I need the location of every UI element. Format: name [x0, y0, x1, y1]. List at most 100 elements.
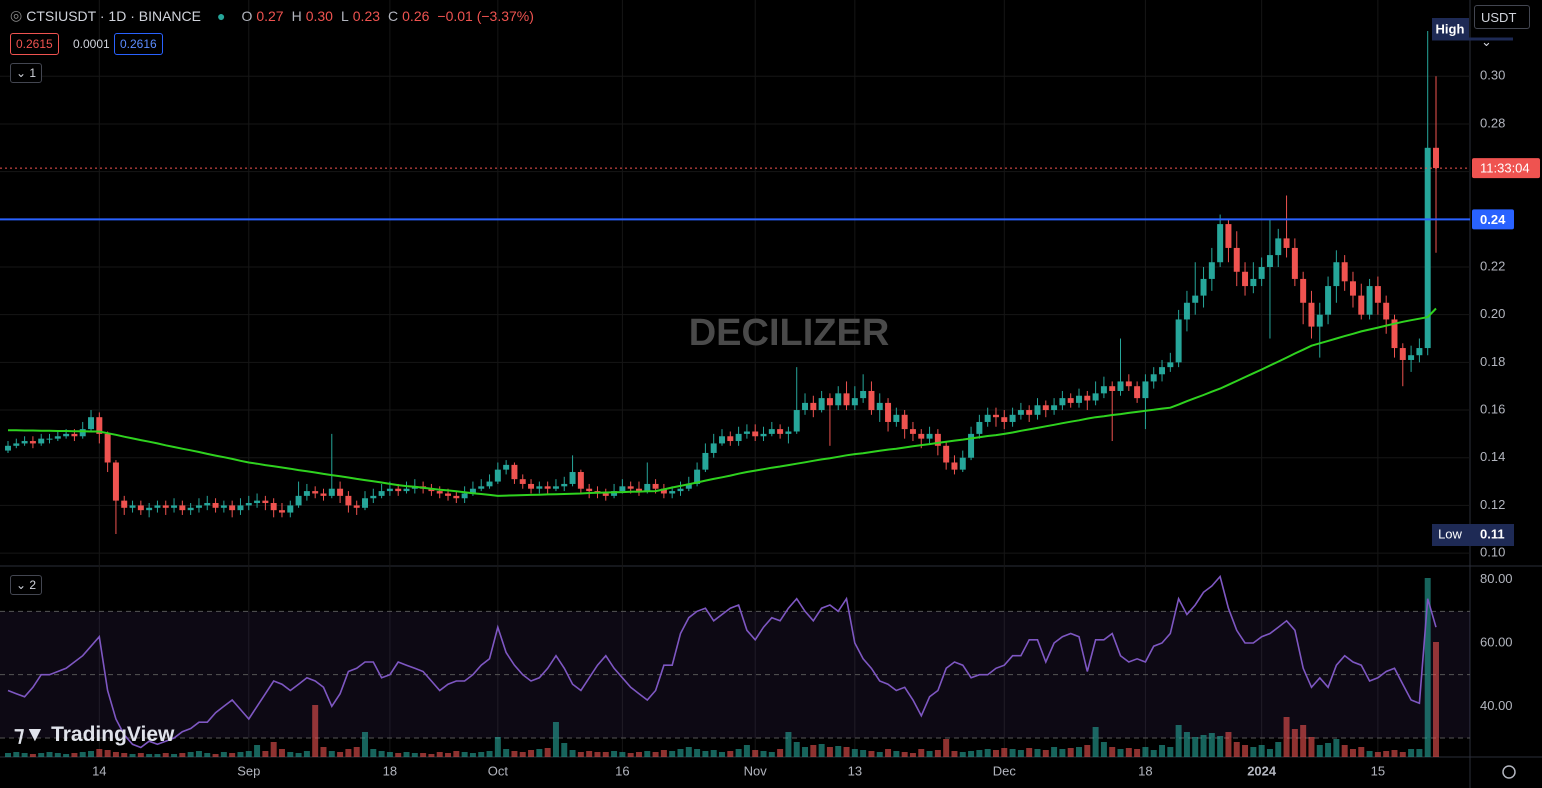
volume-bar	[519, 752, 526, 757]
currency-select[interactable]: USDT ⌄	[1474, 5, 1530, 49]
y-tick-label: 0.30	[1480, 68, 1505, 83]
candle-body	[1424, 147, 1431, 349]
volume-bar	[669, 751, 676, 757]
pane-number: 1	[29, 66, 37, 80]
volume-bar	[677, 749, 684, 757]
candle-body	[494, 469, 501, 482]
level-label-box	[1472, 209, 1514, 230]
candle-body	[220, 505, 227, 508]
logo[interactable]: ⁊▼ TradingView	[14, 722, 174, 747]
candle-body	[1208, 262, 1215, 279]
volume-bar	[1100, 742, 1107, 757]
candle-body	[1291, 247, 1298, 279]
volume-bar	[1125, 748, 1132, 757]
volume-bar	[220, 752, 227, 757]
spread: 0.0001	[73, 37, 110, 51]
volume-bar	[818, 744, 825, 757]
candle-body	[1167, 362, 1174, 368]
candle-body	[710, 443, 717, 453]
volume-bar	[1084, 745, 1091, 757]
volume-bar	[287, 752, 294, 757]
candle-body	[1175, 319, 1182, 363]
candle-body	[1225, 224, 1232, 248]
candle-body	[586, 488, 593, 492]
candle-body	[635, 488, 642, 492]
candle-body	[984, 414, 991, 422]
candle-body	[652, 483, 659, 489]
volume-bar	[959, 752, 966, 757]
volume-bar	[445, 753, 452, 757]
volume-bar	[992, 750, 999, 757]
volume-bar	[760, 751, 767, 757]
symbol[interactable]: CTSIUSDT · 1D · BINANCE	[26, 7, 201, 24]
y-tick-label: 0.10	[1480, 545, 1505, 560]
candle-body	[1325, 286, 1332, 315]
symbol-icon: ◎	[10, 7, 23, 23]
candle-body	[1009, 414, 1016, 422]
candle-body	[195, 505, 202, 508]
candle-body	[1100, 386, 1107, 394]
volume-bar	[1042, 750, 1049, 757]
volume-bar	[868, 751, 875, 757]
volume-bar	[710, 750, 717, 757]
logo-text: TradingView	[51, 723, 175, 746]
volume-bar	[254, 745, 261, 757]
countdown-box	[1472, 158, 1540, 179]
ohlc-label: H	[291, 7, 302, 24]
volume-bar	[129, 754, 136, 757]
volume-bar	[1225, 732, 1232, 757]
volume-bar	[1258, 745, 1265, 757]
volume-bar	[619, 752, 626, 757]
volume-bar	[1433, 642, 1439, 757]
settings-icon[interactable]	[1502, 765, 1516, 779]
x-tick-label: 18	[383, 763, 397, 778]
candle-body	[843, 393, 850, 406]
bid-price[interactable]: 0.2615	[10, 33, 59, 55]
pane-toggle[interactable]: ⌄ 1	[10, 63, 43, 83]
volume-bar	[893, 751, 900, 757]
ask-price[interactable]: 0.2616	[114, 33, 163, 55]
volume-bar	[303, 751, 310, 757]
volume-bar	[345, 749, 352, 757]
candle-body	[511, 464, 518, 480]
countdown: 11:33:04	[1480, 161, 1530, 176]
candle-body	[785, 431, 792, 434]
candle-body	[1333, 262, 1340, 287]
volume-bar	[1076, 747, 1082, 757]
volume-bar	[79, 752, 86, 757]
candle-body	[1408, 355, 1415, 360]
candle-body	[21, 441, 28, 444]
rsi-tick-label: 80.00	[1480, 571, 1513, 586]
volume-bar	[328, 751, 335, 757]
candle-body	[1125, 381, 1132, 387]
volume-bar	[1316, 745, 1323, 757]
pane-toggle[interactable]: ⌄ 2	[10, 575, 43, 595]
volume-bar	[544, 748, 551, 757]
candle-body	[1399, 348, 1406, 360]
volume-bar	[403, 752, 410, 757]
candle-body	[793, 410, 800, 432]
volume-bar	[494, 737, 501, 757]
candle-body	[1349, 281, 1356, 296]
volume-bar	[1026, 748, 1033, 757]
candle-body	[876, 402, 883, 411]
volume-bar	[137, 753, 144, 757]
legend-header: ◎ CTSIUSDT · 1D · BINANCE ● O 0.27 H 0.30 …	[10, 7, 538, 24]
volume-bar	[295, 753, 302, 757]
volume-bar	[652, 752, 659, 757]
candle-body	[337, 488, 344, 496]
high-marker: High	[1436, 21, 1465, 36]
volume-bar	[1159, 745, 1166, 757]
candle-body	[461, 493, 468, 499]
volume-bar	[569, 750, 576, 757]
volume-bar	[1358, 747, 1365, 757]
candle-body	[702, 452, 709, 470]
candle-body	[469, 488, 476, 494]
candle-body	[1092, 393, 1099, 401]
candle-body	[1283, 238, 1290, 248]
volume-bar	[411, 753, 418, 757]
volume-bar	[685, 747, 692, 757]
volume-bar	[934, 750, 941, 757]
volume-bar	[112, 752, 119, 757]
